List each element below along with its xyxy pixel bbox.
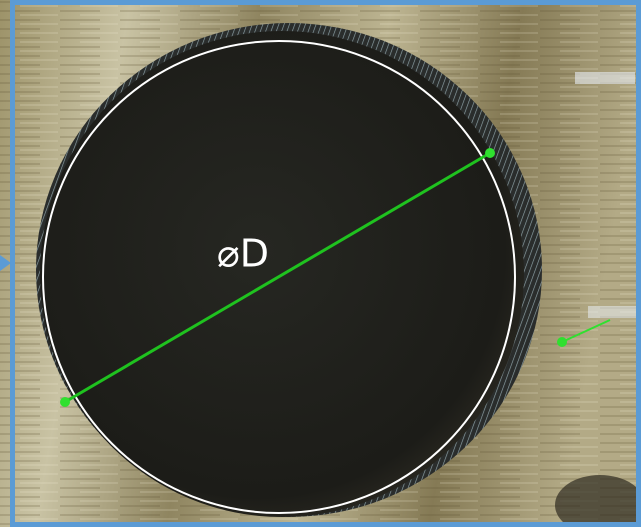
measure-point	[485, 148, 495, 158]
frame	[10, 0, 641, 527]
small-measure-line	[561, 319, 611, 343]
diameter-label: ⌀D	[217, 232, 269, 276]
blurred-label	[588, 306, 636, 318]
pointer-arrow	[0, 255, 11, 271]
measure-point	[60, 397, 70, 407]
fit-circle	[42, 40, 516, 514]
blurred-label	[575, 72, 635, 84]
neighbor-hole	[555, 475, 641, 527]
measure-point	[557, 337, 567, 347]
diameter-line	[64, 151, 491, 404]
